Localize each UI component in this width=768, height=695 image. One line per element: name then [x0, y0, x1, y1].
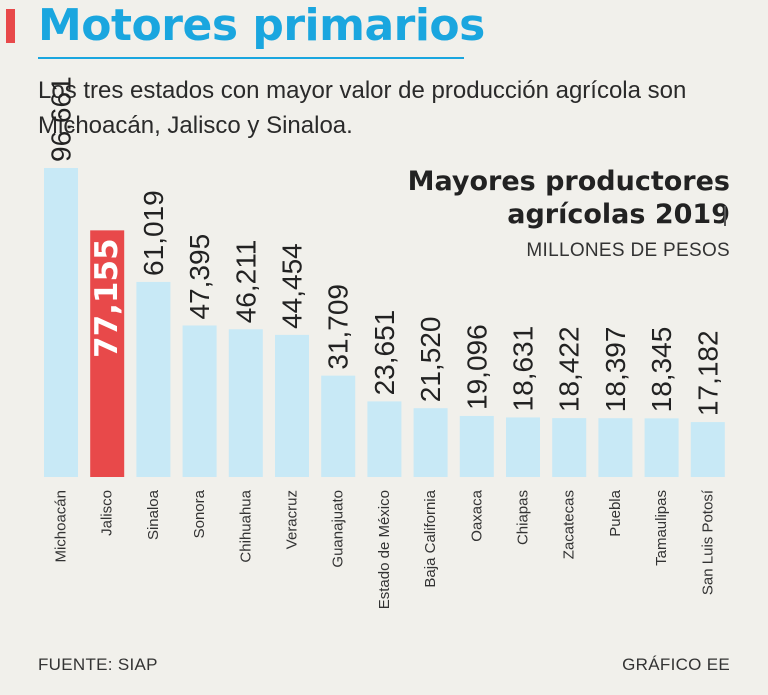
value-label-5: 44,454	[277, 243, 308, 329]
source-note: FUENTE: SIAP	[38, 655, 158, 674]
bar-14	[690, 422, 725, 477]
bar-13	[644, 418, 679, 477]
bar-10	[506, 417, 540, 477]
category-label-0: Michoacán	[53, 490, 70, 563]
bar-12	[598, 418, 633, 477]
bar-2	[136, 281, 171, 477]
value-label-14: 17,182	[692, 330, 723, 416]
title-underline	[38, 57, 464, 59]
bar-0	[44, 168, 78, 477]
chart-title-line1: Mayores productores	[407, 166, 730, 197]
category-label-14: San Luis Potosí	[699, 489, 716, 595]
category-label-7: Estado de México	[376, 490, 393, 609]
value-label-12: 18,397	[600, 327, 631, 413]
chart-title-separator	[724, 206, 726, 226]
value-label-7: 23,651	[369, 310, 400, 396]
category-label-1: Jalisco	[99, 490, 116, 536]
chart-title-line2: agrícolas 2019	[507, 199, 730, 230]
value-label-8: 21,520	[415, 317, 446, 403]
category-label-13: Tamaulipas	[653, 490, 670, 566]
category-label-6: Guanajuato	[330, 490, 347, 568]
category-label-4: Chihuahua	[237, 489, 254, 562]
value-label-2: 61,019	[138, 190, 169, 276]
bar-8	[413, 408, 448, 477]
category-label-12: Puebla	[607, 489, 624, 536]
bar-5	[275, 334, 309, 477]
value-label-6: 31,709	[323, 284, 354, 370]
value-label-11: 18,422	[554, 326, 585, 412]
bar-4	[228, 329, 263, 477]
chart-title: Mayores productores agrícolas 2019	[408, 165, 730, 231]
page-subtitle: Los tres estados con mayor valor de prod…	[38, 77, 687, 139]
bar-9	[459, 415, 494, 477]
value-label-9: 19,096	[461, 324, 492, 410]
category-label-3: Sonora	[191, 489, 208, 538]
category-label-9: Oaxaca	[468, 489, 485, 541]
category-label-10: Chiapas	[515, 490, 532, 545]
title-accent-bar	[6, 9, 15, 43]
value-label-1: 77,155	[89, 238, 125, 358]
bar-6	[321, 375, 356, 477]
category-label-11: Zacatecas	[561, 490, 578, 559]
category-label-2: Sinaloa	[145, 489, 162, 540]
page-title: Motores primarios	[38, 0, 485, 51]
value-label-13: 18,345	[646, 327, 677, 413]
value-label-4: 46,211	[230, 240, 261, 324]
value-label-3: 47,395	[184, 234, 215, 320]
bar-7	[367, 401, 402, 477]
value-label-0: 96,661	[46, 76, 77, 162]
bar-11	[552, 418, 587, 477]
category-label-8: Baja California	[422, 489, 439, 587]
bar-3	[182, 325, 217, 477]
value-label-10: 18,631	[508, 326, 539, 412]
bar-1	[90, 230, 125, 477]
chart-units-label: MILLONES DE PESOS	[526, 240, 730, 261]
category-label-5: Veracruz	[284, 490, 301, 549]
graphic-credit: GRÁFICO EE	[622, 655, 730, 674]
